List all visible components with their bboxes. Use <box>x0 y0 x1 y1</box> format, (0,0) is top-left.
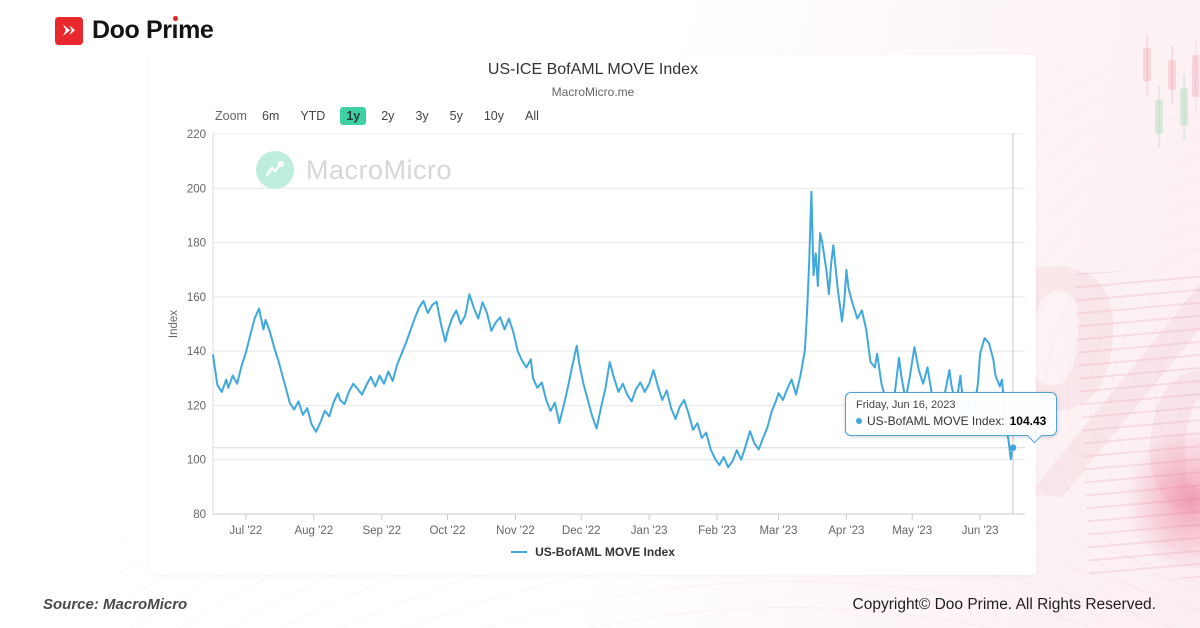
chart-legend[interactable]: US-BofAML MOVE Index <box>150 545 1036 559</box>
chart-card: US-ICE BofAML MOVE Index MacroMicro.me Z… <box>150 55 1058 575</box>
y-axis-tick-label: 120 <box>187 400 206 412</box>
range-selector: Zoom 6m YTD 1y 2y 3y 5y 10y All <box>215 107 545 125</box>
x-axis-tick-label: Dec '22 <box>562 525 601 537</box>
y-axis-tick-label: 200 <box>187 183 206 195</box>
range-button-10y[interactable]: 10y <box>483 109 504 123</box>
x-axis-tick-label: May '23 <box>892 525 932 537</box>
chart-subtitle: MacroMicro.me <box>551 85 635 99</box>
tooltip-date: Friday, Jun 16, 2023 <box>856 399 956 411</box>
y-axis-tick-label: 80 <box>193 509 206 521</box>
y-axis-tick-label: 100 <box>187 455 206 467</box>
x-axis-tick-label: Nov '22 <box>496 525 535 537</box>
x-axis-tick-label: Jan '23 <box>631 525 668 537</box>
source-text: Source: MacroMicro <box>43 596 188 613</box>
candlestick-decoration <box>1155 100 1163 134</box>
x-axis-tick-label: Aug '22 <box>294 525 333 537</box>
y-axis-tick-label: 140 <box>187 346 206 358</box>
y-axis-tick-label: 160 <box>187 292 206 304</box>
range-buttons: 6m YTD 1y 2y 3y 5y 10y All <box>256 107 545 125</box>
x-axis-tick-label: Mar '23 <box>759 525 797 537</box>
x-axis-tick-label: Jun '23 <box>962 525 999 537</box>
doo-prime-logo: Doo Prı me <box>55 16 214 45</box>
tooltip-value: 104.43 <box>1009 414 1047 428</box>
candlestick-decoration <box>1168 60 1176 90</box>
legend-line-icon <box>511 551 528 553</box>
macromicro-logo-icon <box>256 151 294 189</box>
y-axis-title: Index <box>168 310 180 338</box>
hovered-point-marker <box>1009 444 1017 451</box>
x-axis-tick-label: Feb '23 <box>698 525 736 537</box>
y-axis-tick-label: 180 <box>187 238 206 250</box>
line-chart-plot-area[interactable]: 80 100 120 140 160 180 200 220 Index Jul '22 Aug '… <box>150 55 1036 575</box>
doo-prime-logo-icon <box>55 16 83 45</box>
legend-label: US-BofAML MOVE Index <box>535 545 675 559</box>
zoom-label: Zoom <box>215 109 247 123</box>
tooltip-series-label: US-BofAML MOVE Index: <box>867 414 1005 428</box>
y-axis-tick-label: 220 <box>187 129 206 141</box>
series-bullet-icon <box>856 418 862 424</box>
candlestick-decoration <box>1143 48 1151 81</box>
striped-panel-decoration <box>1073 266 1200 584</box>
x-axis-tick-label: Oct '22 <box>429 525 465 537</box>
range-button-5y[interactable]: 5y <box>449 109 463 123</box>
range-button-6m[interactable]: 6m <box>261 109 280 123</box>
range-button-ytd[interactable]: YTD <box>300 109 326 123</box>
range-button-1y[interactable]: 1y <box>340 107 367 125</box>
logo-i-dot-icon <box>173 16 178 21</box>
candlestick-decoration <box>1192 55 1199 97</box>
macromicro-watermark: MacroMicro <box>256 151 452 189</box>
pink-glow-decoration <box>1100 400 1200 600</box>
x-axis-tick-label: Sep '22 <box>362 525 401 537</box>
chart-title: US-ICE BofAML MOVE Index <box>487 61 699 78</box>
x-axis-tick-label: Jul '22 <box>229 525 262 537</box>
chart-tooltip: Friday, Jun 16, 2023 US-BofAML MOVE Inde… <box>845 392 1058 436</box>
copyright-text: Copyright© Doo Prime. All Rights Reserve… <box>852 596 1156 613</box>
range-button-all[interactable]: All <box>525 109 539 123</box>
watermark-text: MacroMicro <box>306 154 453 185</box>
candlestick-decoration <box>1180 88 1188 126</box>
doo-prime-logo-text: Doo Prı me <box>92 16 214 44</box>
range-button-3y[interactable]: 3y <box>415 109 429 123</box>
x-axis-tick-label: Apr '23 <box>828 525 864 537</box>
range-button-2y[interactable]: 2y <box>381 109 395 123</box>
tooltip-series-row: US-BofAML MOVE Index: 104.43 <box>856 414 1046 428</box>
